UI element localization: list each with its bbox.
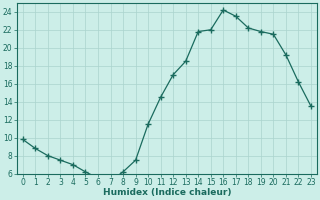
X-axis label: Humidex (Indice chaleur): Humidex (Indice chaleur): [103, 188, 231, 197]
